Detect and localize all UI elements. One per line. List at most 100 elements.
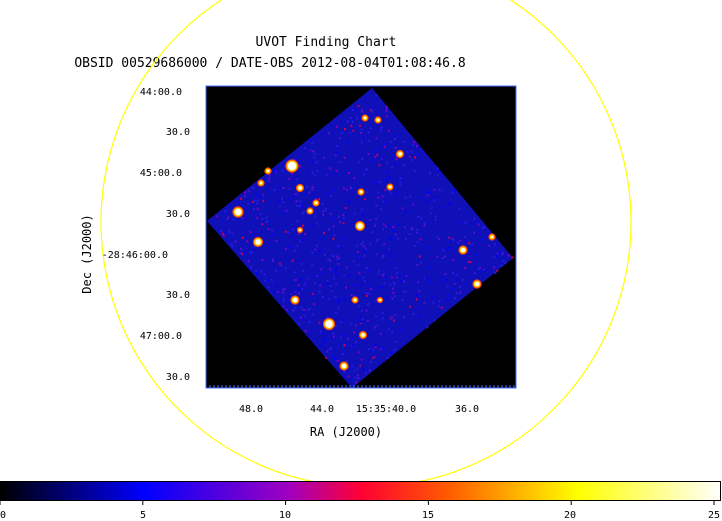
image-pixel <box>452 239 455 241</box>
image-pixel <box>298 317 301 320</box>
image-pixel <box>511 256 514 259</box>
image-pixel <box>403 280 406 283</box>
image-pixel <box>311 172 314 174</box>
image-pixel <box>303 284 306 287</box>
image-pixel <box>313 156 316 159</box>
image-pixel <box>355 244 358 247</box>
image-pixel <box>409 305 411 308</box>
image-pixel <box>439 281 442 284</box>
image-pixel <box>386 297 389 300</box>
image-pixel <box>334 225 337 228</box>
image-pixel <box>397 237 400 240</box>
image-pixel <box>334 296 337 298</box>
image-pixel <box>392 291 395 294</box>
image-pixel <box>347 366 350 369</box>
image-pixel <box>448 202 451 205</box>
image-pixel <box>253 245 256 248</box>
image-pixel <box>438 188 441 191</box>
image-pixel <box>355 381 358 384</box>
image-pixel <box>318 198 320 200</box>
image-pixel <box>299 316 302 319</box>
image-pixel <box>256 216 259 219</box>
image-pixel <box>297 284 300 287</box>
image-pixel <box>382 272 385 275</box>
image-pixel <box>369 127 372 130</box>
image-pixel <box>262 200 265 203</box>
image-pixel <box>336 125 338 128</box>
image-pixel <box>420 217 423 220</box>
image-pixel <box>356 367 359 370</box>
image-pixel <box>314 274 317 277</box>
image-pixel <box>386 252 389 255</box>
image-pixel <box>216 215 219 218</box>
image-pixel <box>266 220 269 223</box>
image-pixel <box>333 234 336 237</box>
image-pixel <box>280 264 283 267</box>
image-pixel <box>349 186 352 189</box>
image-pixel <box>388 262 391 265</box>
star-core <box>379 299 381 301</box>
image-pixel <box>306 185 308 188</box>
image-pixel <box>316 170 319 172</box>
image-pixel <box>419 196 422 199</box>
image-pixel <box>276 284 279 287</box>
image-pixel <box>488 244 491 247</box>
image-pixel <box>371 349 374 352</box>
image-pixel <box>453 282 456 285</box>
image-pixel <box>357 377 360 380</box>
image-pixel <box>335 267 338 270</box>
image-pixel <box>294 279 297 281</box>
image-pixel <box>231 245 234 248</box>
image-pixel <box>314 215 317 218</box>
image-pixel <box>395 155 398 158</box>
image-pixel <box>271 229 274 232</box>
image-pixel <box>332 225 335 228</box>
image-pixel <box>247 260 250 263</box>
image-pixel <box>416 293 419 296</box>
image-pixel <box>295 178 298 181</box>
image-pixel <box>385 109 388 112</box>
image-pixel <box>386 171 389 174</box>
image-pixel <box>368 140 371 142</box>
image-pixel <box>452 258 455 261</box>
image-pixel <box>328 348 331 351</box>
image-pixel <box>454 188 457 191</box>
image-pixel <box>239 251 242 254</box>
image-pixel <box>386 356 389 359</box>
image-pixel <box>419 238 422 241</box>
image-pixel <box>395 341 398 343</box>
image-pixel <box>361 157 364 160</box>
image-pixel <box>313 153 316 155</box>
image-pixel <box>270 278 273 281</box>
image-pixel <box>390 352 393 354</box>
image-pixel <box>275 171 278 174</box>
star-core <box>287 161 297 171</box>
image-pixel <box>448 295 451 298</box>
image-pixel <box>347 200 350 203</box>
image-pixel <box>334 312 337 315</box>
image-pixel <box>352 120 355 123</box>
image-pixel <box>320 344 323 347</box>
image-pixel <box>311 141 314 144</box>
star-core <box>363 116 367 120</box>
image-pixel <box>414 244 416 247</box>
image-pixel <box>249 231 252 234</box>
star-core <box>357 223 363 229</box>
image-pixel <box>369 218 372 221</box>
image-pixel <box>388 176 391 179</box>
image-pixel <box>379 181 382 184</box>
image-pixel <box>459 221 462 224</box>
image-pixel <box>451 191 454 194</box>
image-pixel <box>429 212 432 214</box>
image-pixel <box>362 240 365 243</box>
image-pixel <box>353 331 356 334</box>
image-pixel <box>264 280 267 282</box>
image-pixel <box>455 279 458 282</box>
image-pixel <box>459 291 462 294</box>
image-pixel <box>418 145 421 148</box>
image-pixel <box>381 311 384 314</box>
star-core <box>341 363 347 369</box>
image-pixel <box>353 176 356 179</box>
image-pixel <box>395 276 398 279</box>
image-pixel <box>416 229 419 231</box>
